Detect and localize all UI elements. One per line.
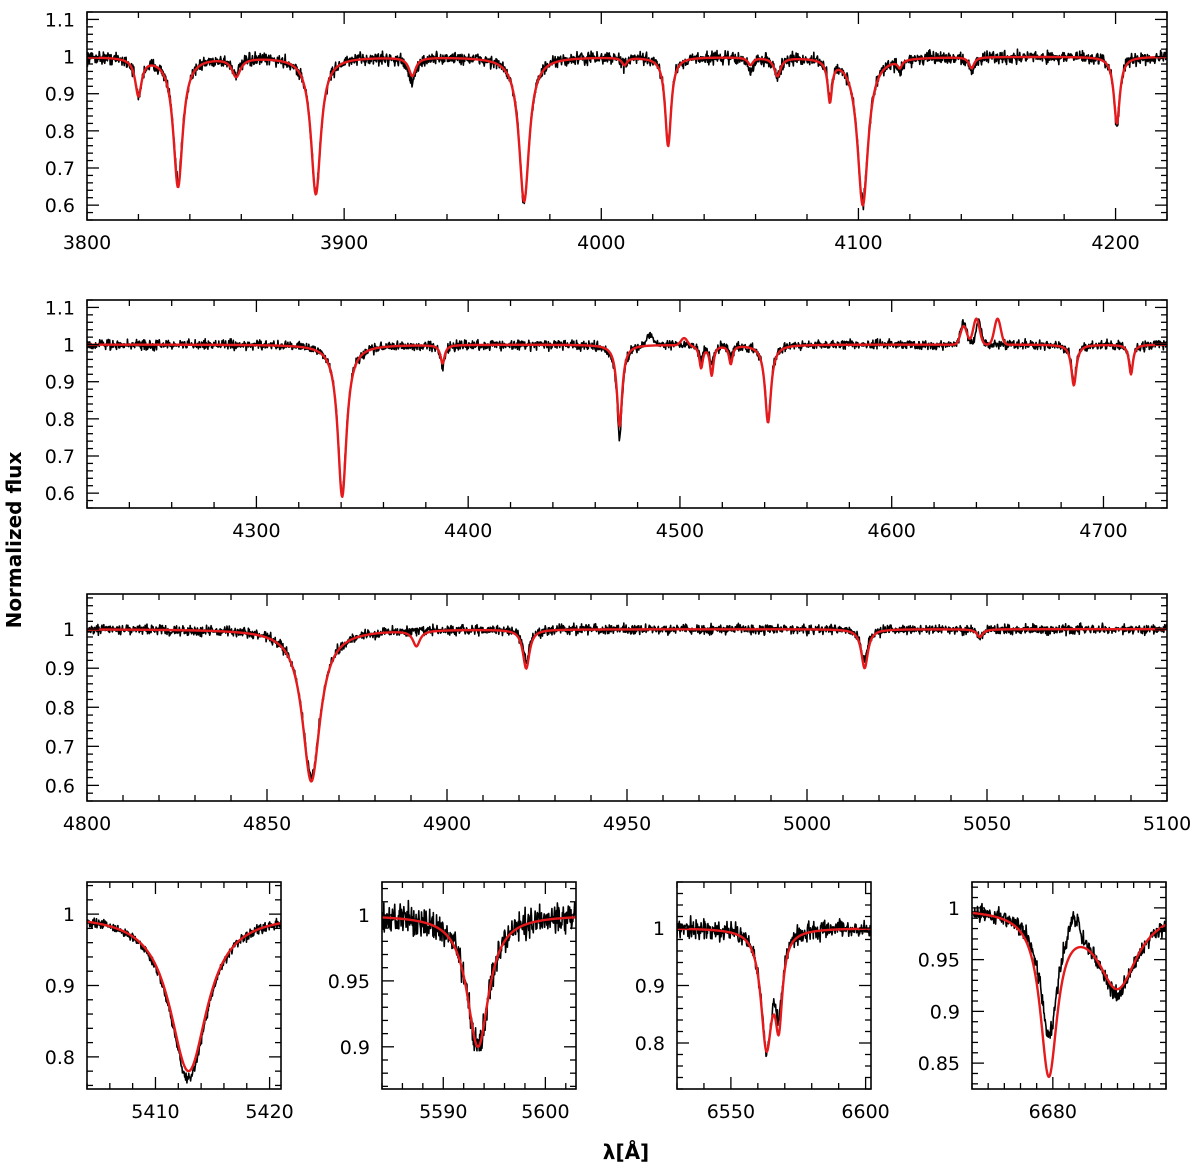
panel-p7: 6680 0.85 0.9 0.95 1 [918,881,1167,1123]
plot-frame-p1 [86,11,1168,221]
y-tick-label: 1 [63,335,75,357]
y-tick-label: 0.9 [45,658,75,680]
panel-p3: 4800 4850 4900 4950 5000 5050 5100 0.6 0.7 0.8 0.9… [45,593,1191,835]
y-tick-label: 0.9 [45,976,75,998]
y-tick-label: 0.95 [328,971,370,993]
x-tick-label: 6600 [841,1101,889,1123]
plot-frame-p4 [86,881,282,1090]
y-tick-label: 1 [63,47,75,69]
plot-frame-p6 [676,881,872,1090]
y-tick-label: 0.95 [918,950,960,972]
x-tick-label: 4400 [444,520,492,542]
observed-spectrum-p3 [87,622,1167,781]
x-tick-label: 4200 [1091,232,1139,254]
model-spectrum-p3 [87,627,1167,783]
panel-p2: 4300 4400 4500 4600 4700 0.6 0.7 0.8 0.9 1 1.1 [45,297,1168,542]
model-spectrum-p2 [87,317,1167,498]
x-tick-label: 3900 [320,232,368,254]
x-tick-label: 5100 [1143,813,1191,835]
x-tick-label: 3800 [63,232,111,254]
y-tick-label: 0.9 [45,372,75,394]
y-tick-label: 0.7 [45,446,75,468]
y-tick-label: 0.6 [45,775,75,797]
observed-spectrum-p4 [87,917,281,1084]
panel-p6: 6550 6600 0.8 0.9 1 [635,881,890,1123]
x-tick-label: 5000 [783,813,831,835]
y-tick-label: 1 [358,905,370,927]
x-tick-label: 5050 [963,813,1011,835]
y-tick-label: 0.8 [635,1033,665,1055]
x-tick-label: 4950 [603,813,651,835]
y-tick-label: 1 [63,619,75,641]
x-tick-label: 6680 [1029,1101,1077,1123]
x-tick-label: 4900 [423,813,471,835]
model-spectrum-p6 [677,927,871,1053]
model-spectrum-p5 [382,916,576,1048]
panel-p5: 5590 5600 0.9 0.95 1 [328,881,577,1123]
y-tick-label: 1 [948,898,960,920]
x-tick-label: 4600 [868,520,916,542]
y-tick-label: 0.9 [930,1001,960,1023]
x-tick-label: 4300 [232,520,280,542]
y-tick-label: 1.1 [45,297,75,319]
observed-spectrum-p5 [382,899,576,1052]
y-tick-label: 0.6 [45,195,75,217]
y-tick-label: 1.1 [45,9,75,31]
y-tick-label: 0.9 [45,84,75,106]
y-tick-label: 1 [653,918,665,940]
model-spectrum-p4 [87,920,281,1073]
x-tick-label: 4500 [656,520,704,542]
panel-p4: 5410 5420 0.8 0.9 1 [45,881,294,1123]
y-tick-label: 0.8 [45,409,75,431]
model-spectrum-p7 [972,911,1166,1079]
x-tick-label: 4850 [243,813,291,835]
x-tick-label: 5410 [131,1101,179,1123]
y-axis-title: Normalized flux [2,451,26,628]
y-tick-label: 0.85 [918,1053,960,1075]
observed-spectrum-p7 [972,902,1166,1039]
x-tick-label: 5600 [521,1101,569,1123]
y-tick-label: 0.6 [45,483,75,505]
y-tick-label: 0.7 [45,736,75,758]
y-tick-label: 0.7 [45,158,75,180]
x-tick-label: 5420 [245,1101,293,1123]
y-tick-label: 0.8 [45,121,75,143]
y-tick-label: 0.9 [340,1037,370,1059]
y-tick-label: 0.8 [45,1047,75,1069]
y-tick-label: 0.8 [45,697,75,719]
x-tick-label: 4700 [1079,520,1127,542]
x-tick-label: 4000 [577,232,625,254]
x-axis-title: λ[Å] [603,1140,649,1164]
plot-frame-p2 [86,299,1168,509]
model-spectrum-p1 [87,55,1167,207]
panel-p1: 3800 3900 4000 4100 4200 0.6 0.7 0.8 0.9 1 1.1 [45,9,1168,254]
x-tick-label: 6550 [707,1101,755,1123]
observed-spectrum-p1 [87,48,1167,211]
plot-frame-p5 [381,881,577,1090]
y-tick-label: 1 [63,904,75,926]
x-tick-label: 5590 [419,1101,467,1123]
observed-spectrum-p6 [677,915,871,1058]
x-tick-label: 4100 [834,232,882,254]
x-tick-label: 4800 [63,813,111,835]
y-tick-label: 0.9 [635,976,665,998]
